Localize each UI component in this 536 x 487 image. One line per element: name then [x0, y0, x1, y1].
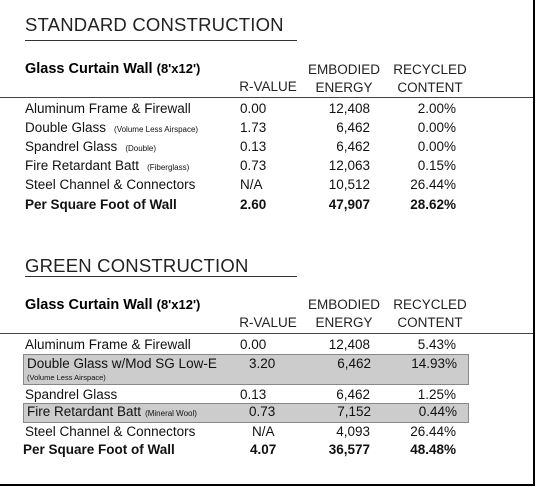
row-label: Double Glass (Volume Less Airspace)	[25, 118, 198, 139]
row-label-note: (Mineral Wool)	[145, 409, 197, 418]
row-rvalue: N/A	[252, 424, 275, 439]
row-recycled: 2.00%	[417, 101, 456, 116]
standard-row-double-glass: Double Glass (Volume Less Airspace) 1.73 …	[0, 118, 533, 137]
standard-table-dims: (8'x12')	[156, 61, 201, 76]
row-energy: 6,462	[336, 139, 370, 154]
row-rvalue: 0.73	[240, 158, 267, 173]
total-recycled: 48.48%	[410, 442, 456, 457]
green-table-title: Glass Curtain Wall (8'x12')	[25, 297, 200, 313]
green-row-double-glass-lowe: Double Glass w/Mod SG Low-E (Volume Less…	[23, 354, 469, 385]
row-rvalue: 0.13	[240, 387, 267, 402]
total-energy: 47,907	[328, 197, 370, 212]
row-label-note: (Fiberglass)	[147, 163, 190, 172]
total-energy: 36,577	[328, 442, 370, 457]
row-rvalue: 0.00	[240, 337, 267, 352]
row-label: Fire Retardant Batt (Fiberglass)	[25, 156, 189, 177]
row-rvalue: 0.73	[249, 404, 276, 419]
green-row-total: Per Square Foot of Wall 4.07 36,577 48.4…	[0, 440, 533, 459]
total-label: Per Square Foot of Wall	[23, 442, 175, 457]
standard-row-steel-channel: Steel Channel & Connectors N/A 10,512 26…	[0, 175, 533, 194]
standard-table-title: Glass Curtain Wall (8'x12')	[25, 61, 200, 77]
row-rvalue: 3.20	[249, 356, 276, 371]
row-recycled: 1.25%	[417, 387, 456, 402]
standard-title-rule	[25, 40, 297, 41]
row-energy: 10,512	[328, 177, 370, 192]
row-label-text: Double Glass	[25, 120, 107, 135]
row-recycled: 5.43%	[417, 337, 456, 352]
row-label: Steel Channel & Connectors	[25, 177, 196, 192]
standard-table-title-text: Glass Curtain Wall	[25, 61, 153, 77]
row-recycled: 26.44%	[410, 424, 456, 439]
green-table-title-text: Glass Curtain Wall	[25, 297, 153, 313]
row-energy: 4,093	[336, 424, 370, 439]
standard-header-recycled-line2: CONTENT	[397, 80, 463, 95]
green-row-spandrel-glass: Spandrel Glass 0.13 6,462 1.25%	[0, 385, 533, 404]
green-header-embodied: EMBODIED ENERGY	[302, 296, 386, 332]
row-label: Steel Channel & Connectors	[25, 424, 196, 439]
row-label-note: (Double)	[125, 144, 156, 153]
row-rvalue: 0.00	[240, 101, 267, 116]
row-rvalue: 0.13	[240, 139, 267, 154]
green-header-recycled-line2: CONTENT	[397, 315, 463, 330]
row-energy: 6,462	[337, 356, 371, 371]
green-title-rule	[25, 276, 297, 277]
row-energy: 12,408	[328, 101, 370, 116]
row-label: Double Glass w/Mod SG Low-E	[27, 356, 217, 371]
green-header-embodied-line1: EMBODIED	[307, 297, 380, 312]
row-rvalue: 1.73	[240, 120, 267, 135]
standard-header-embodied: EMBODIED ENERGY	[302, 61, 386, 97]
standard-header-embodied-line2: ENERGY	[315, 80, 373, 95]
standard-row-fire-retardant-batt: Fire Retardant Batt (Fiberglass) 0.73 12,…	[0, 156, 533, 175]
row-recycled: 0.00%	[417, 139, 456, 154]
total-label: Per Square Foot of Wall	[25, 197, 177, 212]
row-label: Spandrel Glass (Double)	[25, 137, 156, 158]
row-energy: 7,152	[337, 404, 371, 419]
standard-header-recycled: RECYCLED CONTENT	[386, 61, 474, 97]
green-row-aluminum-frame: Aluminum Frame & Firewall 0.00 12,408 5.…	[0, 335, 533, 354]
green-header-rvalue: R-VALUE	[239, 315, 297, 330]
standard-row-spandrel-glass: Spandrel Glass (Double) 0.13 6,462 0.00%	[0, 137, 533, 156]
row-recycled: 14.93%	[411, 356, 457, 371]
row-label: Aluminum Frame & Firewall	[25, 337, 191, 352]
row-label: Aluminum Frame & Firewall	[25, 101, 191, 116]
standard-header-rvalue: R-VALUE	[239, 79, 297, 94]
standard-header-embodied-line1: EMBODIED	[307, 62, 380, 77]
row-recycled: 26.44%	[410, 177, 456, 192]
row-label-note: (Volume Less Airspace)	[27, 373, 106, 382]
row-label: Spandrel Glass	[25, 387, 118, 402]
row-energy: 6,462	[336, 387, 370, 402]
row-energy: 12,408	[328, 337, 370, 352]
standard-row-aluminum-frame: Aluminum Frame & Firewall 0.00 12,408 2.…	[0, 99, 533, 118]
row-recycled: 0.44%	[418, 404, 457, 419]
green-row-fire-retardant-batt: Fire Retardant Batt (Mineral Wool) 0.73 7…	[23, 403, 469, 423]
total-rvalue: 2.60	[240, 197, 267, 212]
green-header-embodied-line2: ENERGY	[315, 315, 373, 330]
total-rvalue: 4.07	[250, 442, 277, 457]
row-label-text: Fire Retardant Batt	[25, 158, 140, 173]
row-label: Fire Retardant Batt (Mineral Wool)	[27, 404, 197, 419]
row-recycled: 0.00%	[417, 120, 456, 135]
row-rvalue: N/A	[240, 177, 263, 192]
total-recycled: 28.62%	[410, 197, 456, 212]
green-table-dims: (8'x12')	[156, 297, 201, 312]
green-header-recycled: RECYCLED CONTENT	[386, 296, 474, 332]
row-label-text: Spandrel Glass	[25, 139, 118, 154]
green-header-recycled-line1: RECYCLED	[393, 297, 467, 312]
row-energy: 12,063	[328, 158, 370, 173]
standard-section-title: STANDARD CONSTRUCTION	[25, 14, 284, 35]
green-section-title: GREEN CONSTRUCTION	[25, 255, 249, 276]
row-energy: 6,462	[336, 120, 370, 135]
standard-row-total: Per Square Foot of Wall 2.60 47,907 28.6…	[0, 195, 533, 214]
green-row-steel-channel: Steel Channel & Connectors N/A 4,093 26.…	[0, 422, 533, 441]
green-header-rule	[0, 333, 533, 334]
row-label-text: Fire Retardant Batt	[27, 404, 142, 419]
standard-header-rule	[0, 97, 533, 98]
row-recycled: 0.15%	[417, 158, 456, 173]
row-label-note: (Volume Less Airspace)	[114, 125, 199, 134]
standard-header-recycled-line1: RECYCLED	[393, 62, 467, 77]
